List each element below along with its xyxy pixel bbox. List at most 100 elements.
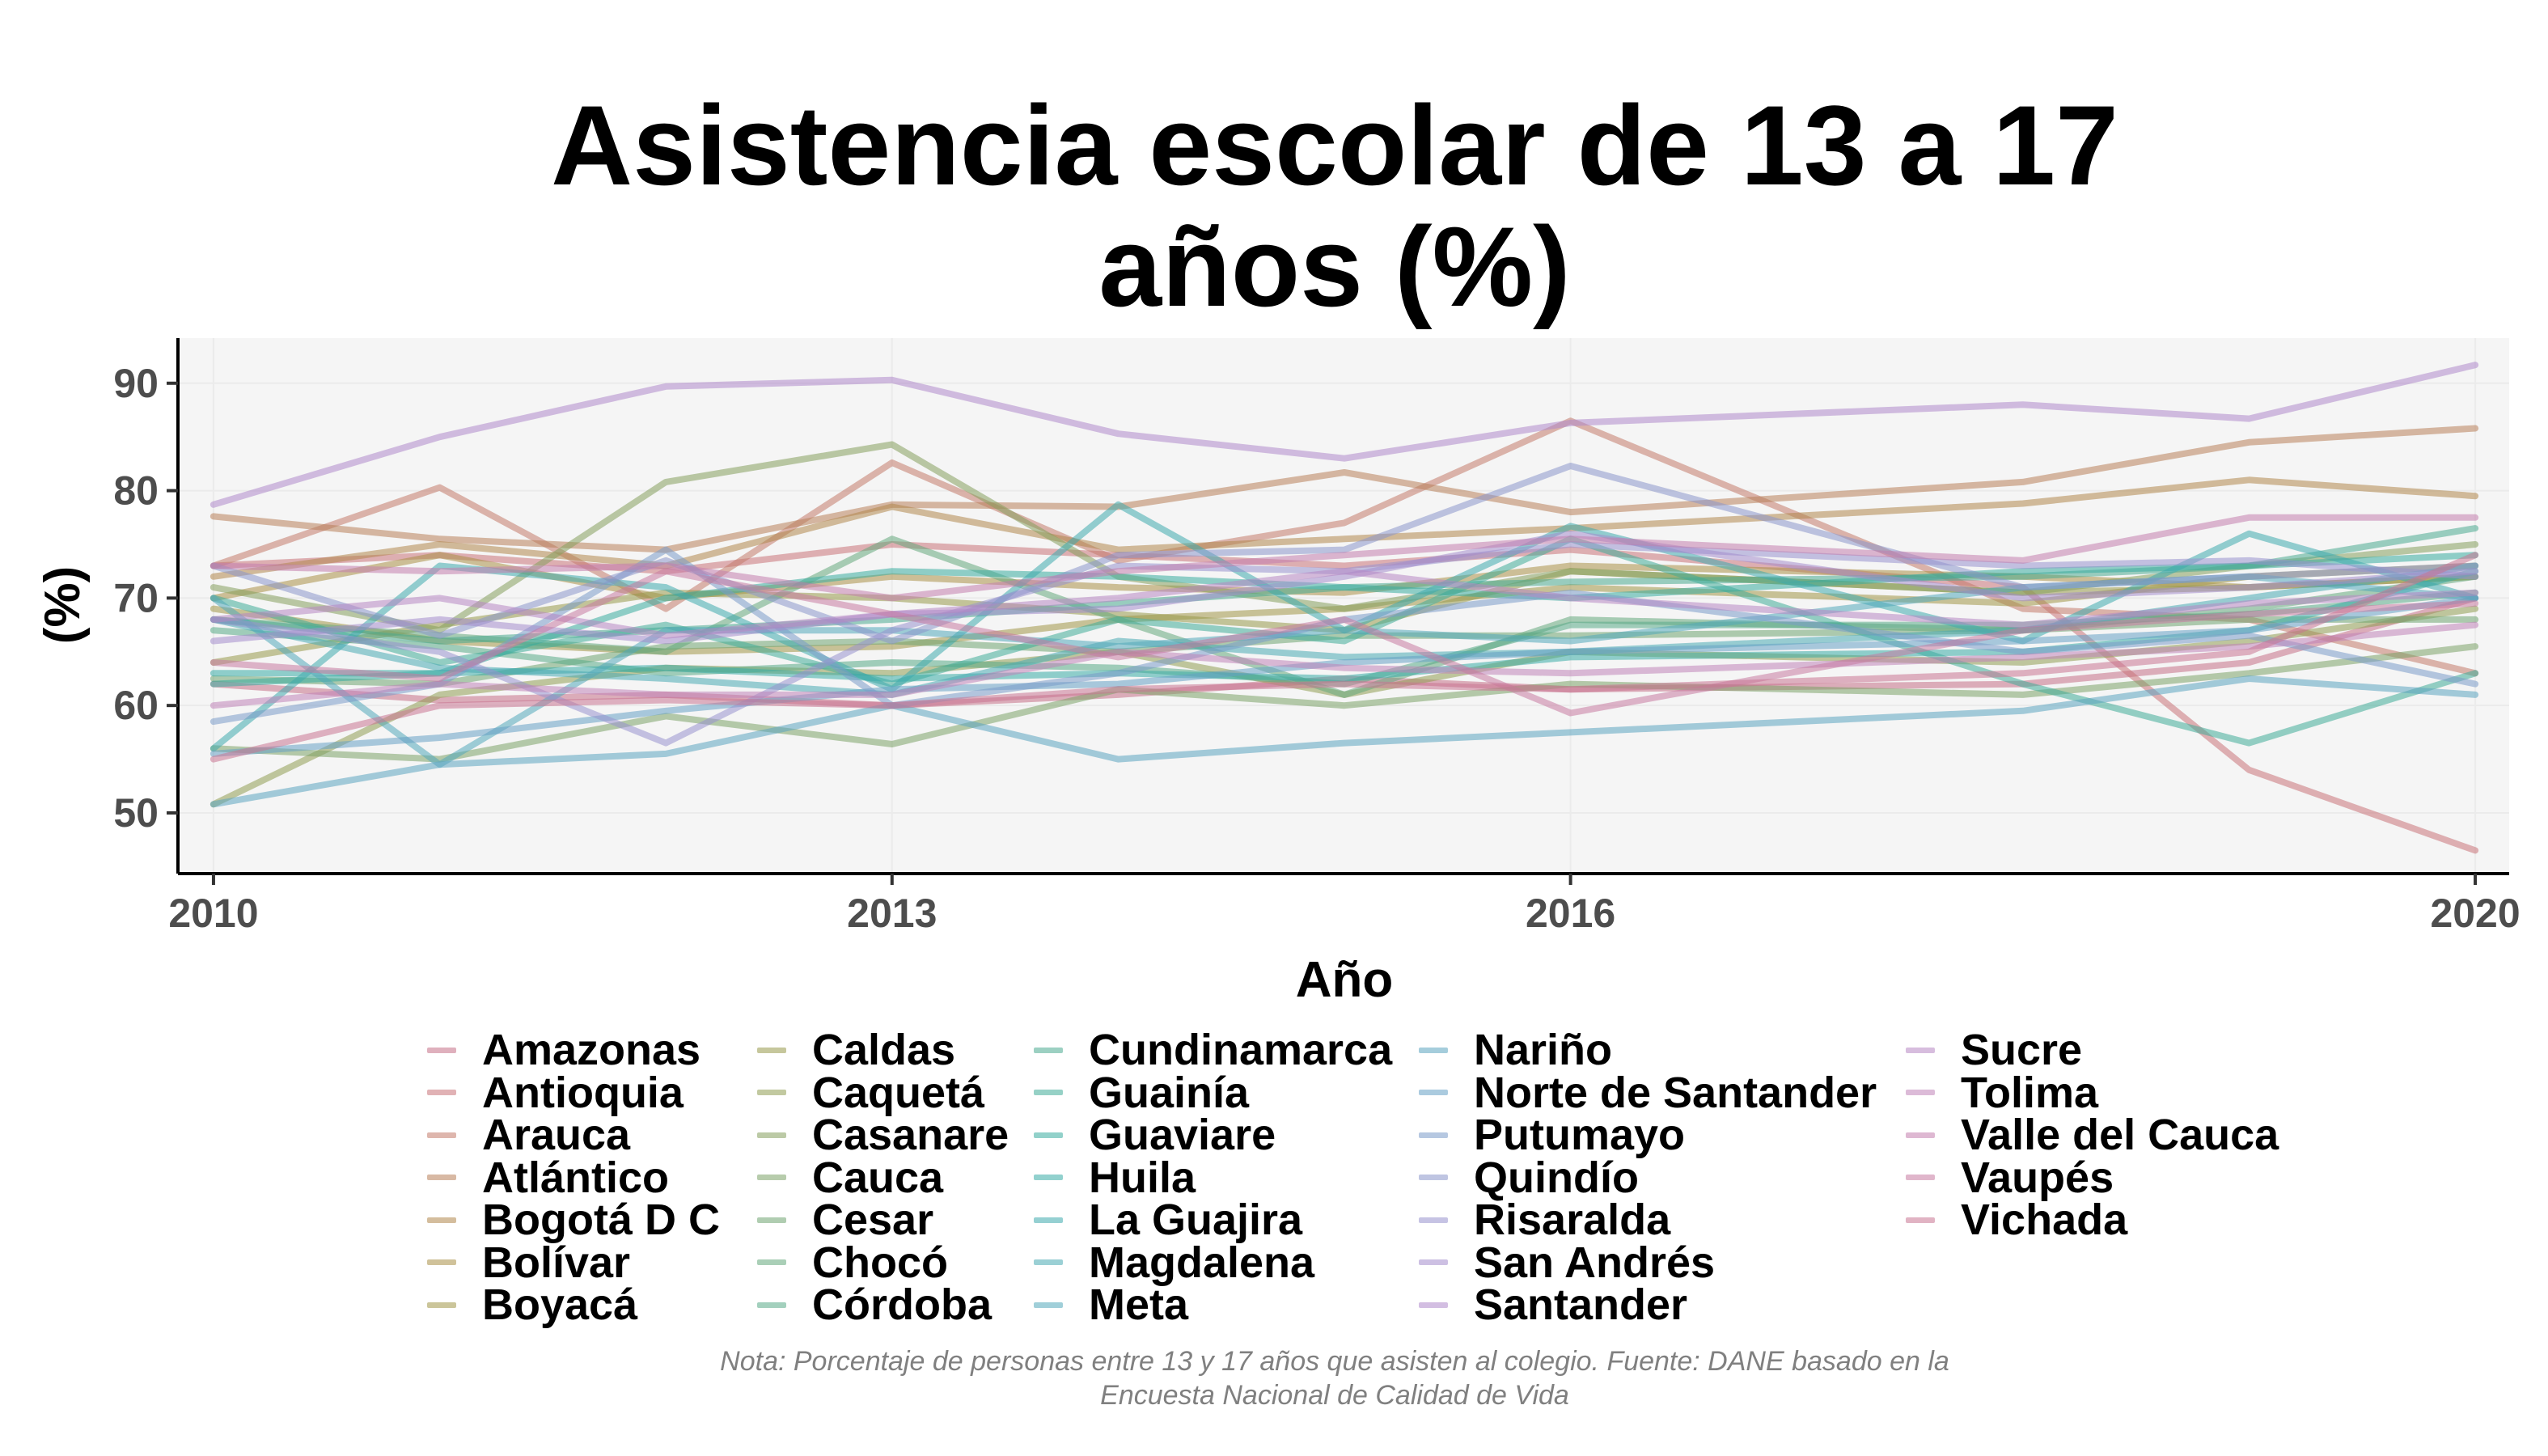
series-line-28 — [210, 362, 2479, 508]
legend-item: Guainía — [1019, 1071, 1392, 1115]
legend-item: Caldas — [743, 1026, 1009, 1075]
legend-item: Quindío — [1404, 1156, 1877, 1200]
caption-line-1: Nota: Porcentaje de personas entre 13 y … — [720, 1346, 1949, 1377]
series-line-33 — [210, 552, 2479, 763]
caption: Nota: Porcentaje de personas entre 13 y … — [0, 1344, 2548, 1412]
legend-key — [1034, 1259, 1063, 1266]
legend-label: Córdoba — [812, 1280, 992, 1330]
legend-key — [1906, 1047, 1935, 1053]
legend-item: Boyacá — [413, 1283, 720, 1327]
legend-item: Casanare — [743, 1111, 1009, 1160]
legend-key — [757, 1175, 786, 1181]
legend-item: Huila — [1019, 1153, 1392, 1202]
y-axis-title: (%) — [35, 566, 91, 644]
legend-label: Guaviare — [1089, 1111, 1276, 1160]
chart-title: Asistencia escolar de 13 a 17 años (%) — [0, 85, 2548, 328]
legend-item: Atlántico — [413, 1156, 720, 1200]
legend-key — [1906, 1217, 1935, 1223]
legend-item: Cesar — [743, 1196, 1009, 1245]
legend-key — [1034, 1132, 1063, 1138]
legend-key — [1906, 1175, 1935, 1181]
legend-key — [1419, 1047, 1448, 1053]
legend-item: Vaupés — [1891, 1156, 2279, 1200]
legend-item: Valle del Cauca — [1891, 1113, 2279, 1157]
legend-label: La Guajira — [1089, 1196, 1303, 1245]
legend-label: Huila — [1089, 1153, 1196, 1202]
series-lines — [210, 362, 2479, 854]
series-line-22 — [210, 675, 2479, 808]
legend-item: Guaviare — [1019, 1111, 1392, 1160]
legend-key — [1419, 1217, 1448, 1223]
legend-label: Chocó — [812, 1238, 948, 1287]
legend-item: La Guajira — [1019, 1196, 1392, 1245]
legend-item: Nariño — [1404, 1026, 1877, 1075]
legend-item: Bolívar — [413, 1241, 720, 1285]
legend-item: Cundinamarca — [1019, 1026, 1393, 1075]
legend-key — [427, 1132, 456, 1138]
legend-key — [427, 1217, 456, 1223]
legend-key — [1419, 1175, 1448, 1181]
legend-item: Sucre — [1891, 1026, 2279, 1075]
legend-label: Magdalena — [1089, 1238, 1315, 1287]
legend-label: Cesar — [812, 1196, 934, 1245]
legend-label: Norte de Santander — [1474, 1068, 1877, 1117]
legend-label: Meta — [1089, 1280, 1189, 1330]
legend-column: Caldas Caquetá Casanare Cauca Cesar Chocó Córd… — [743, 1026, 1009, 1330]
series-line-32 — [210, 568, 2479, 717]
legend-label: Arauca — [482, 1111, 631, 1160]
x-tick-label: 2020 — [2430, 891, 2520, 936]
legend-label: Sucre — [1961, 1026, 2083, 1075]
legend-key — [1419, 1132, 1448, 1138]
legend-item: Arauca — [413, 1111, 720, 1160]
x-tick-label: 2013 — [847, 891, 937, 936]
legend-key — [757, 1217, 786, 1223]
legend-label: Antioquia — [482, 1068, 684, 1117]
x-tick-label: 2016 — [1526, 891, 1615, 936]
y-tick-label: 80 — [113, 468, 159, 514]
chart-title-line-1: Asistencia escolar de 13 a 17 — [551, 82, 2118, 209]
chart-title-line-2: años (%) — [1098, 203, 1571, 330]
legend-key — [757, 1132, 786, 1138]
axes — [176, 338, 2509, 875]
legend-label: Vichada — [1961, 1196, 2128, 1245]
legend-key — [1419, 1090, 1448, 1096]
series-line-27 — [210, 530, 2479, 645]
series-line-29 — [210, 568, 2479, 639]
series-line-30 — [210, 621, 2479, 709]
legend-key — [757, 1090, 786, 1096]
legend-key — [1906, 1132, 1935, 1138]
y-ticks: 50 60 70 80 90 — [113, 361, 178, 836]
legend-column: Nariño Norte de Santander Putumayo Quindío R… — [1404, 1026, 1877, 1330]
legend-key — [427, 1259, 456, 1266]
y-tick-label: 90 — [113, 361, 159, 406]
caption-line-2: Encuesta Nacional de Calidad de Vida — [1100, 1380, 1569, 1411]
legend-key — [1419, 1259, 1448, 1266]
legend-item: Magdalena — [1019, 1238, 1392, 1287]
series-line-25 — [210, 463, 2479, 645]
legend-key — [427, 1175, 456, 1181]
series-line-4 — [210, 425, 2479, 553]
legend-key — [1034, 1047, 1063, 1053]
legend-label: Santander — [1474, 1280, 1688, 1330]
y-tick-label: 50 — [113, 790, 159, 836]
y-tick-label: 70 — [113, 575, 159, 620]
legend-column: Amazonas Antioquia Arauca Atlántico Bogotá D… — [413, 1028, 720, 1327]
series-line-23 — [210, 595, 2479, 757]
legend-label: Cundinamarca — [1089, 1026, 1393, 1075]
legend-item: Chocó — [743, 1238, 1009, 1287]
legend-label: Caquetá — [812, 1068, 985, 1117]
legend-key — [1034, 1175, 1063, 1181]
legend-key — [427, 1302, 456, 1308]
legend-key — [757, 1047, 786, 1053]
legend-label: Caldas — [812, 1026, 956, 1075]
x-ticks: 2010 2013 2016 2020 — [168, 874, 2520, 936]
series-line-31 — [210, 514, 2479, 602]
x-tick-label: 2010 — [168, 891, 258, 936]
legend-item: Santander — [1404, 1280, 1877, 1330]
legend-item: Córdoba — [743, 1280, 1009, 1330]
legend-label: Putumayo — [1474, 1111, 1686, 1160]
legend-key — [1034, 1090, 1063, 1096]
legend-label: Nariño — [1474, 1026, 1613, 1075]
legend-label: Casanare — [812, 1111, 1009, 1160]
